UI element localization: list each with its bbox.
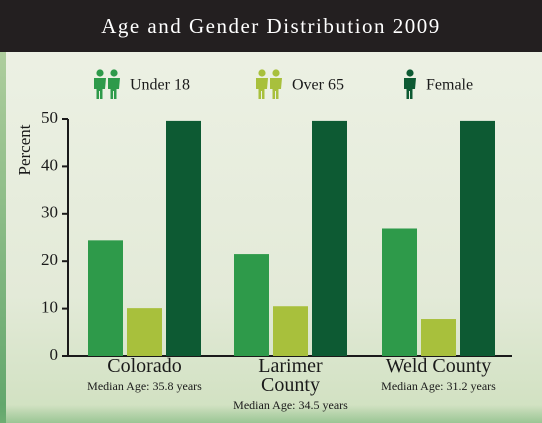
bar bbox=[127, 308, 162, 356]
category-note: Median Age: 35.8 years bbox=[87, 379, 202, 393]
legend-icon-body bbox=[256, 78, 268, 99]
category-block: Colorado Median Age: 35.8 years bbox=[75, 355, 215, 394]
legend-item: Under 18 bbox=[94, 69, 190, 99]
legend-label: Over 65 bbox=[292, 77, 344, 94]
legend-icon-body bbox=[270, 78, 282, 99]
x-tick-label: Larimer County bbox=[258, 355, 323, 396]
bar bbox=[273, 306, 308, 356]
chart-title: Age and Gender Distribution 2009 bbox=[101, 14, 441, 38]
y-tick-label: 0 bbox=[50, 345, 59, 364]
legend-icon-head bbox=[272, 69, 280, 77]
legend-icon-head bbox=[110, 69, 118, 77]
bar bbox=[166, 120, 201, 357]
category-note: Median Age: 31.2 years bbox=[381, 379, 496, 393]
x-tick-label: Weld County bbox=[385, 355, 492, 377]
x-tick-label: Colorado bbox=[107, 355, 182, 377]
legend-icon-body bbox=[404, 78, 416, 99]
legend-label: Female bbox=[426, 77, 473, 94]
legend-item: Female bbox=[404, 69, 473, 99]
bar bbox=[234, 254, 269, 356]
category-block: Weld County Median Age: 31.2 years bbox=[369, 355, 509, 394]
y-tick-label: 20 bbox=[41, 250, 58, 269]
category-block: Larimer County Median Age: 34.5 years bbox=[221, 355, 361, 413]
legend-item: Over 65 bbox=[256, 69, 344, 99]
bottom-band bbox=[0, 405, 542, 423]
side-stripe bbox=[0, 0, 6, 423]
bar bbox=[460, 120, 495, 357]
legend-icon-head bbox=[406, 69, 414, 77]
bar bbox=[421, 319, 456, 356]
y-tick-label: 30 bbox=[41, 203, 58, 222]
y-axis-label: Percent bbox=[15, 124, 34, 175]
legend-icon-head bbox=[96, 69, 104, 77]
bar bbox=[88, 240, 123, 356]
bar bbox=[312, 120, 347, 357]
legend-label: Under 18 bbox=[130, 77, 190, 94]
y-tick-label: 10 bbox=[41, 298, 58, 317]
y-tick-label: 50 bbox=[41, 108, 58, 127]
legend-icon-head bbox=[258, 69, 266, 77]
bar bbox=[382, 228, 417, 356]
title-bar bbox=[0, 0, 542, 52]
category-note: Median Age: 34.5 years bbox=[233, 398, 348, 412]
legend-icon-body bbox=[108, 78, 120, 99]
y-tick-label: 40 bbox=[41, 155, 58, 174]
legend-icon-body bbox=[94, 78, 106, 99]
